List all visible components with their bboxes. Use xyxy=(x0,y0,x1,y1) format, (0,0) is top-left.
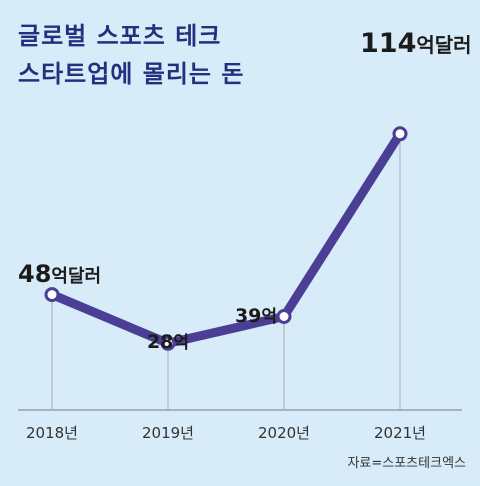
data-label-number: 28 xyxy=(147,331,173,353)
data-point-marker xyxy=(160,335,176,351)
chart-title-line-1: 글로벌 스포츠 테크 xyxy=(18,22,222,50)
data-label-number: 114 xyxy=(360,28,416,59)
data-point-marker xyxy=(276,308,292,324)
source-note: 자료=스포츠테크엑스 xyxy=(347,456,466,471)
x-tick-label: 2019년 xyxy=(142,424,194,442)
chart-title-line-2: 스타트업에 몰리는 돈 xyxy=(18,60,245,88)
data-label-number: 39 xyxy=(235,305,261,327)
data-label-unit: 억 xyxy=(173,333,189,353)
data-label-unit: 억 xyxy=(261,307,277,327)
x-tick-label: 2020년 xyxy=(258,424,310,442)
data-label: 28억 xyxy=(147,331,189,353)
data-label: 48억달러 xyxy=(18,260,101,288)
data-label: 114억달러 xyxy=(360,28,472,59)
x-tick-label: 2018년 xyxy=(26,424,78,442)
data-label-number: 48 xyxy=(18,260,51,288)
data-label-unit: 억달러 xyxy=(416,33,471,57)
data-label: 39억 xyxy=(235,305,277,327)
data-point-marker xyxy=(392,126,408,142)
series-line xyxy=(47,129,405,348)
data-label-unit: 억달러 xyxy=(51,266,101,287)
x-tick-label: 2021년 xyxy=(374,424,426,442)
data-point-marker xyxy=(44,287,60,303)
